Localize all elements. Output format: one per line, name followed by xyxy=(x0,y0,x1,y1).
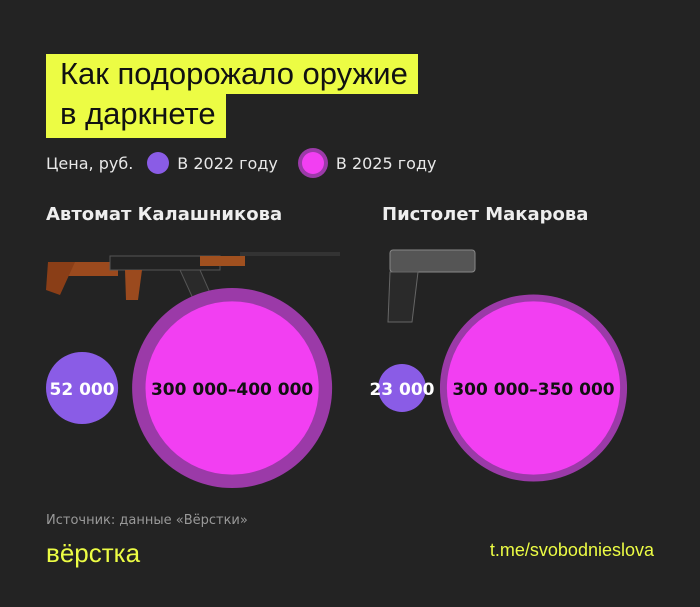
makarov-pistol-icon xyxy=(387,249,476,323)
legend-item-2022: В 2022 году xyxy=(177,153,278,173)
label-2025: 300 000–400 000 xyxy=(151,380,313,400)
label-2022: 23 000 xyxy=(369,380,434,400)
legend-dot-2022 xyxy=(147,152,170,174)
title-line1: Как подорожало оружие xyxy=(46,54,418,94)
legend-label: Цена, руб. xyxy=(46,153,134,173)
group-title-pm: Пистолет Макарова xyxy=(382,204,589,225)
source-note: Источник: данные «Вёрстки» xyxy=(46,513,248,528)
bubble-2022 xyxy=(378,364,426,412)
legend: Цена, руб. В 2022 году В 2025 году xyxy=(46,152,436,174)
legend-item-2025: В 2025 году xyxy=(335,153,437,173)
telegram-link[interactable]: t.me/svobodnieslova xyxy=(489,540,654,560)
logo: вёрстка xyxy=(46,538,141,568)
bubble-2025-min xyxy=(145,301,319,475)
label-2022: 52 000 xyxy=(50,380,115,400)
label-2025: 300 000–350 000 xyxy=(452,380,614,400)
group-title-ak: Автомат Калашникова xyxy=(46,204,283,225)
title-line2: в даркнете xyxy=(46,94,226,138)
legend-dot-2025 xyxy=(301,152,324,174)
bubble-2025-min xyxy=(446,301,621,475)
bubble-2022 xyxy=(46,351,119,425)
